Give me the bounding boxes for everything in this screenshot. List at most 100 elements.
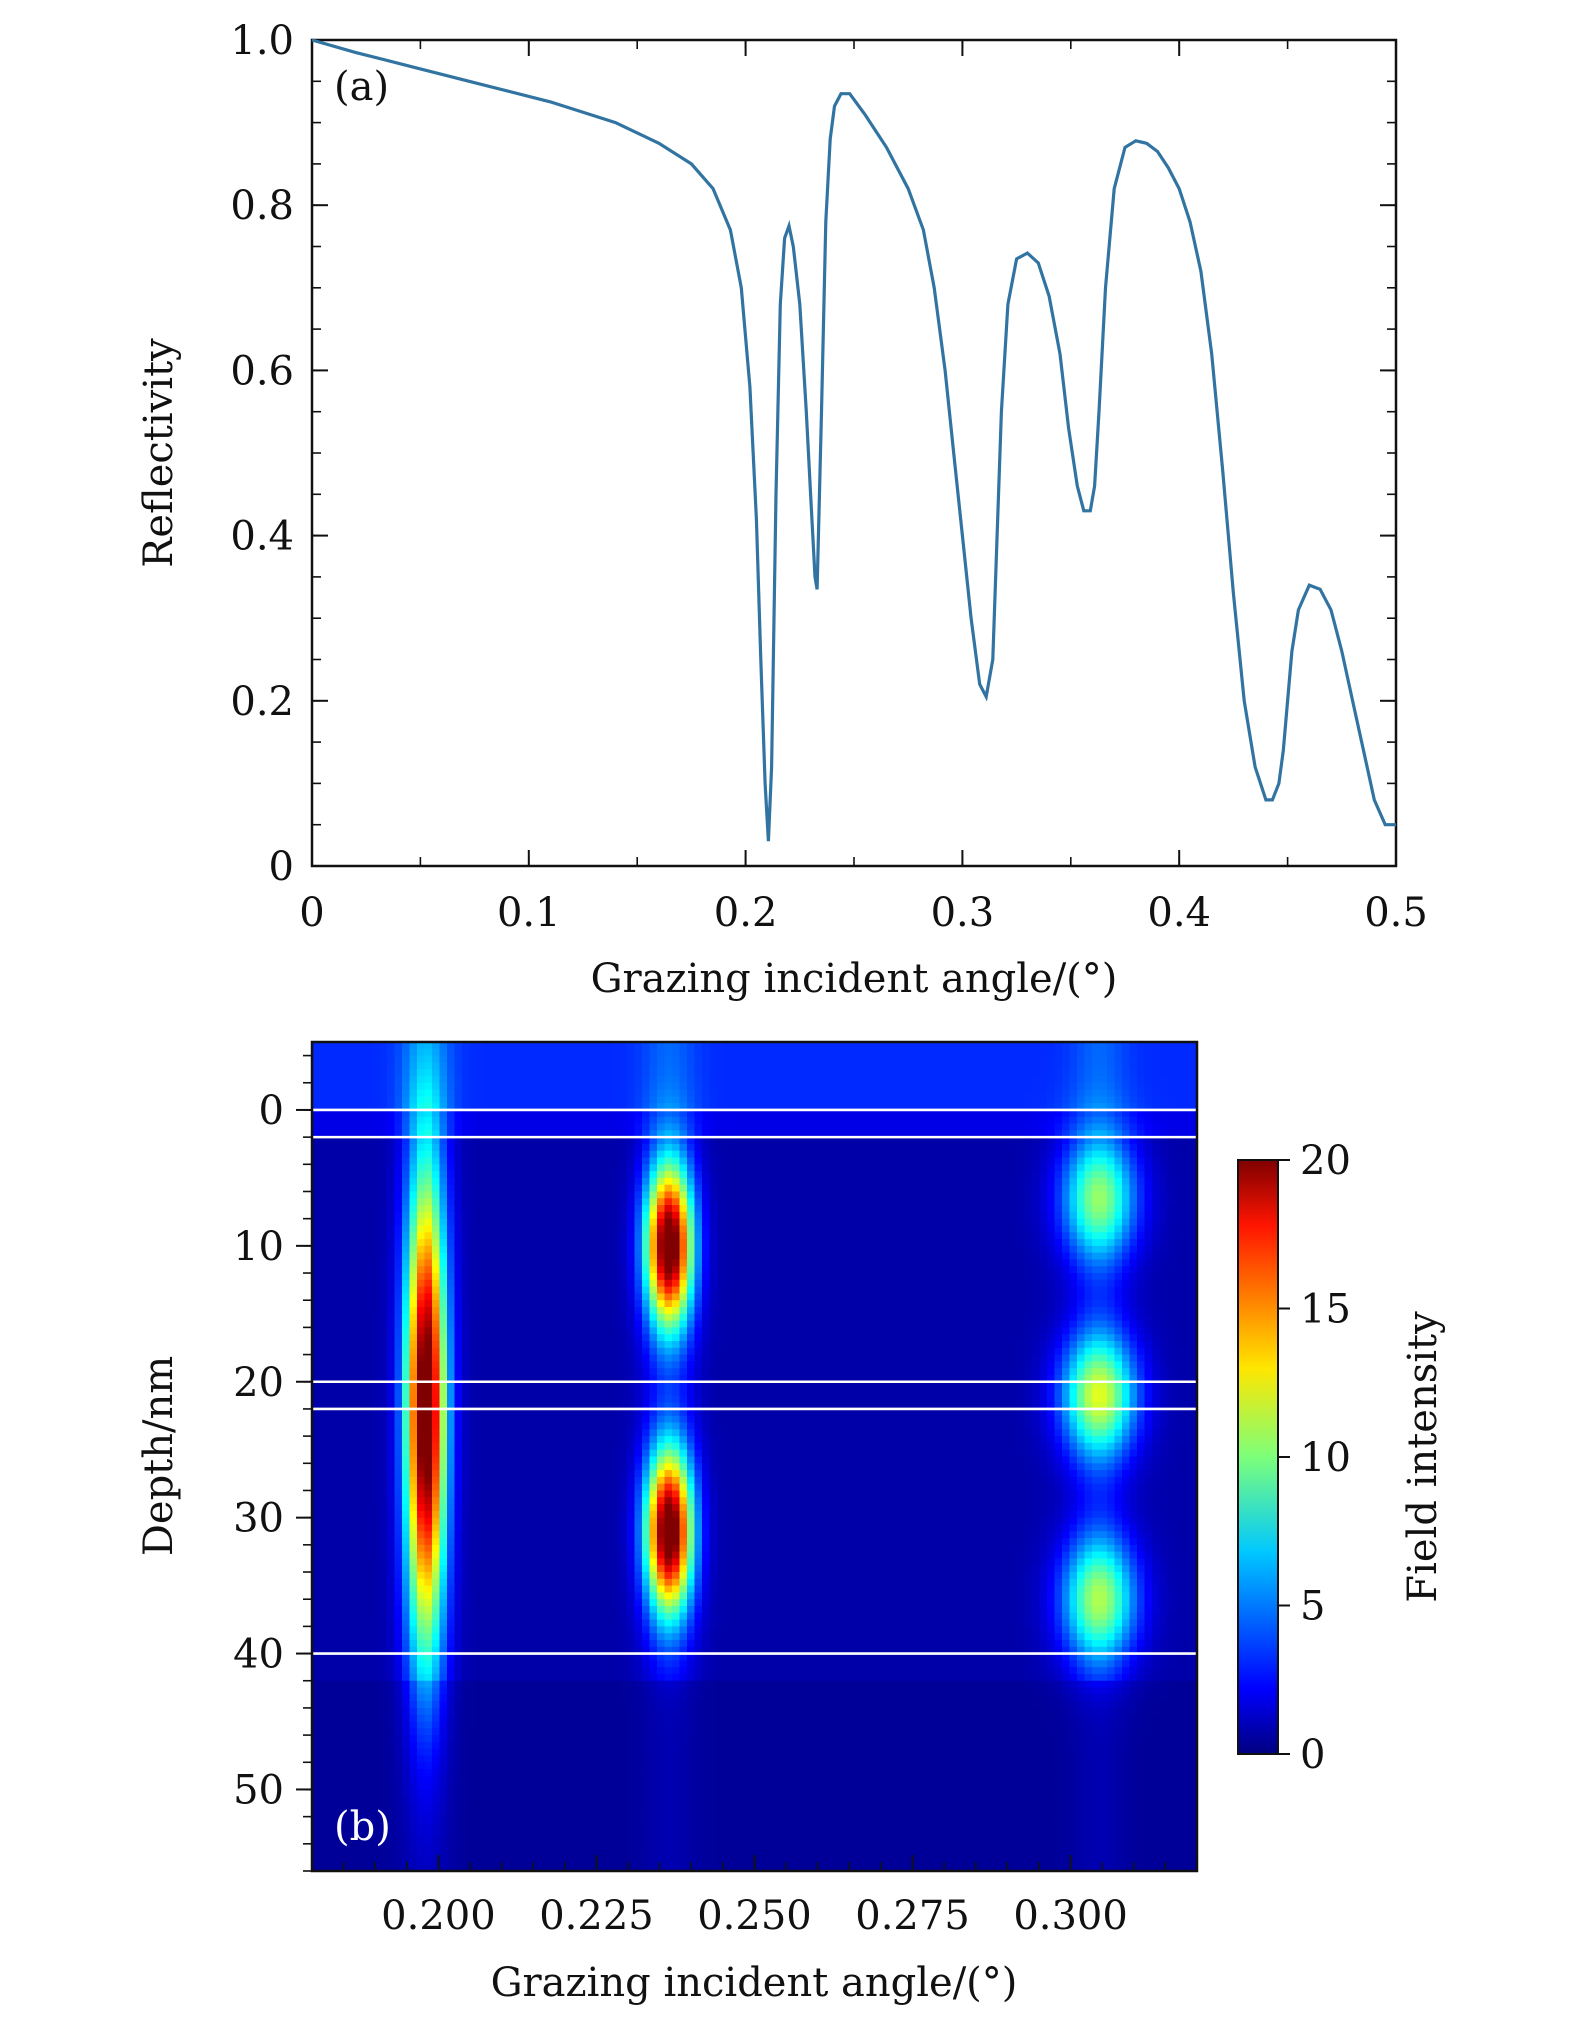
heatmap-cell: [349, 1408, 358, 1417]
heatmap-cell: [334, 1307, 343, 1315]
heatmap-cell: [477, 1850, 486, 1859]
heatmap-cell: [507, 1368, 516, 1376]
heatmap-cell: [342, 1191, 351, 1199]
heatmap-cell: [387, 1680, 396, 1689]
heatmap-cell: [484, 1259, 493, 1267]
heatmap-cell: [514, 1721, 523, 1729]
heatmap-cell: [379, 1782, 388, 1791]
heatmap-cell: [432, 1177, 441, 1186]
heatmap-cell: [604, 1510, 613, 1519]
heatmap-cell: [379, 1381, 388, 1390]
heatmap-cell: [334, 1741, 343, 1750]
heatmap-cell: [604, 1605, 613, 1614]
heatmap-cell: [409, 1572, 418, 1580]
heatmap-cell: [409, 1259, 418, 1267]
heatmap-cell: [574, 1347, 583, 1356]
heatmap-cell: [529, 1069, 538, 1077]
heatmap-cell: [379, 1245, 388, 1254]
heatmap-cell: [447, 1857, 456, 1865]
heatmap-cell: [349, 1735, 358, 1743]
heatmap-cell: [507, 1850, 516, 1859]
heatmap-cell: [597, 1639, 606, 1648]
heatmap-cell: [372, 1748, 381, 1757]
heatmap-cell: [312, 1334, 321, 1342]
heatmap-cell: [484, 1402, 493, 1410]
heatmap-cell: [544, 1286, 553, 1295]
heatmap-cell: [604, 1578, 613, 1587]
heatmap-cell: [589, 1510, 598, 1519]
heatmap-cell: [319, 1171, 328, 1179]
heatmap-cell: [529, 1769, 538, 1777]
heatmap-cell: [469, 1429, 478, 1437]
heatmap-cell: [387, 1592, 396, 1600]
heatmap-cell: [574, 1408, 583, 1417]
heatmap-cell: [424, 1769, 433, 1777]
heatmap-cell: [604, 1524, 613, 1532]
heatmap-cell: [409, 1687, 418, 1695]
heatmap-cell: [462, 1082, 471, 1091]
heatmap-cell: [612, 1082, 621, 1091]
heatmap-cell: [582, 1524, 591, 1532]
heatmap-cell: [514, 1354, 523, 1362]
heatmap-cell: [417, 1354, 426, 1362]
heatmap-cell: [574, 1605, 583, 1614]
heatmap-cell: [327, 1347, 336, 1356]
heatmap-cell: [544, 1130, 553, 1138]
heatmap-cell: [364, 1313, 373, 1322]
heatmap-cell: [364, 1572, 373, 1580]
plot-frame-a: [310, 38, 1398, 868]
heatmap-cell: [597, 1211, 606, 1220]
heatmap-cell: [537, 1864, 546, 1872]
heatmap-cell: [387, 1089, 396, 1097]
heatmap-cell: [357, 1470, 366, 1478]
heatmap-cell: [424, 1592, 433, 1600]
heatmap-cell: [342, 1585, 351, 1594]
heatmap-cell: [372, 1653, 381, 1661]
heatmap-cell: [522, 1300, 531, 1308]
heatmap-cell: [484, 1123, 493, 1131]
heatmap-cell: [312, 1266, 321, 1274]
heatmap-cell: [552, 1531, 561, 1539]
heatmap-cell: [597, 1572, 606, 1580]
heatmap-cell: [402, 1544, 411, 1553]
heatmap-cell: [379, 1232, 388, 1240]
heatmap-cell: [537, 1850, 546, 1859]
heatmap-cell: [492, 1082, 501, 1091]
heatmap-cell: [499, 1531, 508, 1539]
heatmap-cell: [477, 1728, 486, 1736]
heatmap-cell: [477, 1307, 486, 1315]
heatmap-cell: [507, 1436, 516, 1444]
heatmap-cell: [394, 1436, 403, 1444]
heatmap-cell: [544, 1103, 553, 1111]
heatmap-cell: [424, 1673, 433, 1682]
heatmap-cell: [492, 1667, 501, 1675]
heatmap-cell: [597, 1599, 606, 1607]
heatmap-cell: [432, 1130, 441, 1138]
heatmap-cell: [364, 1823, 373, 1831]
heatmap-cell: [462, 1789, 471, 1797]
heatmap-cell: [514, 1042, 523, 1050]
heatmap-cell: [574, 1449, 583, 1458]
heatmap-cell: [334, 1504, 343, 1512]
heatmap-cell: [364, 1476, 373, 1485]
heatmap-cell: [537, 1762, 546, 1770]
heatmap-cell: [582, 1551, 591, 1560]
heatmap-cell: [559, 1042, 568, 1050]
heatmap-cell: [327, 1109, 336, 1118]
heatmap-cell: [537, 1714, 546, 1723]
heatmap-cell: [409, 1707, 418, 1716]
heatmap-cell: [492, 1782, 501, 1791]
heatmap-cell: [559, 1388, 568, 1396]
heatmap-cell: [604, 1313, 613, 1322]
heatmap-cell: [319, 1429, 328, 1437]
heatmap-cell: [379, 1368, 388, 1376]
heatmap-cell: [514, 1551, 523, 1560]
heatmap-cell: [552, 1755, 561, 1763]
heatmap-cell: [462, 1442, 471, 1451]
heatmap-cell: [409, 1177, 418, 1186]
heatmap-cell: [477, 1300, 486, 1308]
heatmap-cell: [342, 1388, 351, 1396]
heatmap-cell: [462, 1476, 471, 1485]
heatmap-cell: [394, 1782, 403, 1791]
heatmap-cell: [582, 1544, 591, 1553]
